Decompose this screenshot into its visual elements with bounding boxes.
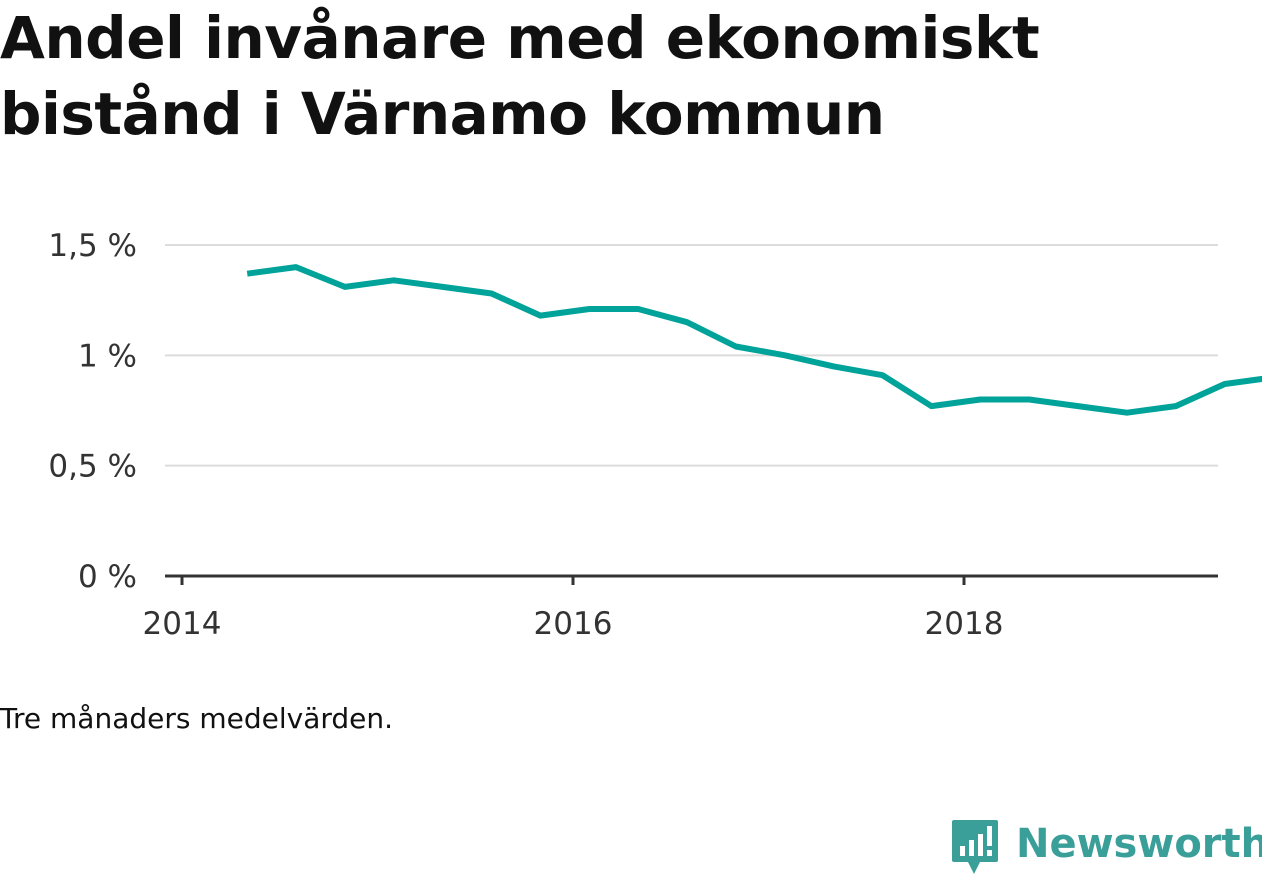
series-layer (244, 264, 1262, 416)
data-point (489, 291, 495, 297)
y-tick-label: 1 % (78, 338, 137, 374)
data-point (782, 352, 788, 358)
data-point (440, 284, 446, 290)
x-tick-label: 2014 (143, 606, 222, 642)
data-point (537, 313, 543, 319)
brand-name: Newsworthy (1016, 821, 1262, 867)
line-chart: 0 %0,5 %1 %1,5 % 20142016201820202022202… (48, 228, 1262, 642)
y-tick-label: 1,5 % (48, 228, 137, 264)
y-tick-label: 0 % (78, 559, 137, 595)
data-point (1124, 410, 1130, 416)
data-point (293, 264, 299, 270)
data-point (1173, 403, 1179, 409)
data-point (635, 306, 641, 312)
data-point (342, 284, 348, 290)
data-point (831, 363, 837, 369)
data-point (586, 306, 592, 312)
series-line (246, 264, 1262, 416)
data-point (391, 277, 397, 283)
chart-note: Tre månaders medelvärden. (0, 702, 394, 735)
newsworthy-logo-icon (952, 820, 998, 874)
data-point (1222, 381, 1228, 387)
data-point (928, 403, 934, 409)
x-tick-label: 2018 (925, 606, 1004, 642)
data-point (684, 319, 690, 325)
data-point (1026, 397, 1032, 403)
data-point (733, 344, 739, 350)
x-tick-label: 2016 (534, 606, 613, 642)
brand-logo: Newsworthy (950, 818, 1262, 882)
data-point (977, 397, 983, 403)
grid-lines: 0 % 0,5 % 1 % 1,5 % (48, 228, 1218, 595)
x-axis: 201420162018202020222024 (143, 574, 1218, 642)
data-point (880, 372, 886, 378)
y-tick-label: 0,5 % (48, 449, 137, 485)
data-point (1075, 403, 1081, 409)
chart-title: Andel invånare med ekonomiskt bistånd i … (0, 4, 1040, 148)
data-point (244, 271, 250, 277)
